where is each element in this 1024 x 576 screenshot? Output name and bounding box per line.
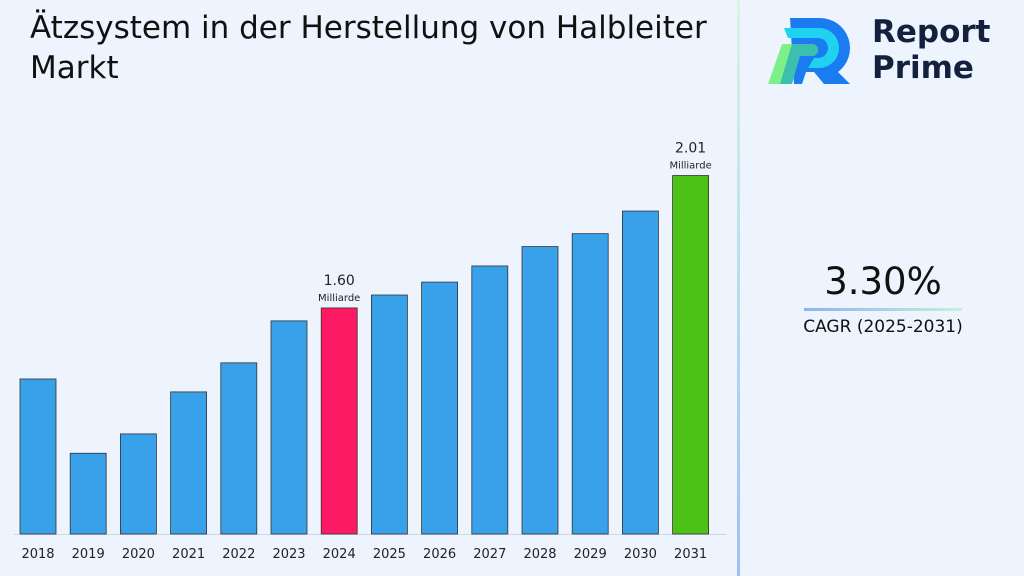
cagr-panel: 3.30% CAGR (2025-2031) (790, 258, 976, 337)
data-label-unit: Milliarde (318, 293, 360, 304)
bar-2021 (170, 391, 208, 535)
x-tick-label: 2020 (122, 547, 155, 562)
bar-2028 (521, 246, 559, 535)
chart-title: Ätzsystem in der Herstellung von Halblei… (30, 10, 707, 86)
divider (737, 0, 740, 576)
logo-line1: Report (872, 14, 991, 50)
bar-2031 (672, 175, 709, 535)
data-label-unit: Milliarde (669, 161, 711, 172)
x-tick-label: 2021 (172, 547, 205, 562)
bar-2018 (19, 378, 57, 535)
data-label-value: 2.01 (675, 141, 706, 157)
logo-line2: Prime (872, 50, 974, 86)
cagr-label: CAGR (2025-2031) (803, 317, 963, 337)
report-prime-logo-icon (768, 18, 850, 84)
bar-2024 (320, 307, 358, 535)
x-tick-label: 2024 (323, 547, 356, 562)
bar-2025 (370, 294, 408, 535)
x-tick-label: 2031 (674, 547, 707, 562)
bar-2022 (220, 362, 258, 535)
x-tick-label: 2030 (624, 547, 657, 562)
x-tick-label: 2023 (272, 547, 305, 562)
bar-2026 (421, 281, 459, 535)
bar-2019 (69, 452, 107, 535)
x-tick-label: 2022 (222, 547, 255, 562)
x-tick-label: 2018 (21, 547, 54, 562)
bar-2029 (571, 233, 609, 535)
cagr-value: 3.30% (824, 260, 942, 303)
bar-chart: 2018 2019 2020 2021 2022 2023 2024 2025 2026 2027… (14, 141, 726, 562)
bar-2020 (120, 433, 157, 535)
x-tick-label: 2026 (423, 547, 456, 562)
bar-2027 (471, 265, 509, 535)
x-tick-label: 2029 (574, 547, 607, 562)
x-tick-label: 2028 (523, 547, 556, 562)
bar-2030 (622, 210, 659, 535)
bar-2023 (270, 320, 308, 535)
x-tick-label: 2025 (373, 547, 406, 562)
cagr-underline (804, 308, 962, 311)
x-tick-label: 2019 (72, 547, 105, 562)
x-tick-label: 2027 (473, 547, 506, 562)
logo-text: Report Prime (872, 14, 991, 86)
data-label-value: 1.60 (324, 273, 355, 289)
